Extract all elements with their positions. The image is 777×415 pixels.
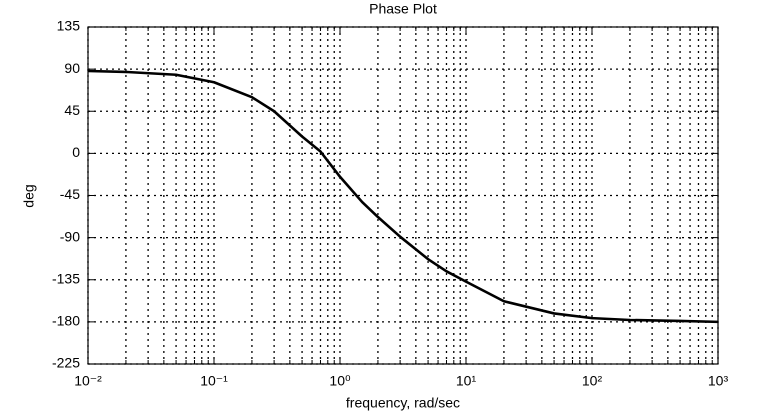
y-tick-label: -180 [52, 313, 80, 329]
x-tick-label: 10⁰ [329, 373, 351, 389]
y-axis-label: deg [21, 184, 37, 207]
y-tick-label: 90 [64, 60, 80, 76]
y-tick-label: -225 [52, 355, 80, 371]
plot-frame [87, 26, 719, 365]
phase-curve [87, 69, 719, 324]
x-axis-label: frequency, rad/sec [346, 395, 460, 411]
x-tick-label: 10² [582, 373, 603, 389]
y-tick-label: 0 [72, 144, 80, 160]
y-tick-label: -45 [60, 186, 80, 202]
y-tick-label: -135 [52, 270, 80, 286]
y-tick-label: 135 [57, 18, 81, 34]
x-tick-label: 10¹ [456, 373, 477, 389]
y-tick-label: 45 [64, 102, 80, 118]
x-tick-label: 10⁻¹ [200, 373, 228, 389]
x-tick-label: 10³ [708, 373, 729, 389]
y-tick-label: -90 [60, 228, 80, 244]
chart-title: Phase Plot [369, 1, 437, 17]
x-tick-label: 10⁻² [74, 373, 102, 389]
